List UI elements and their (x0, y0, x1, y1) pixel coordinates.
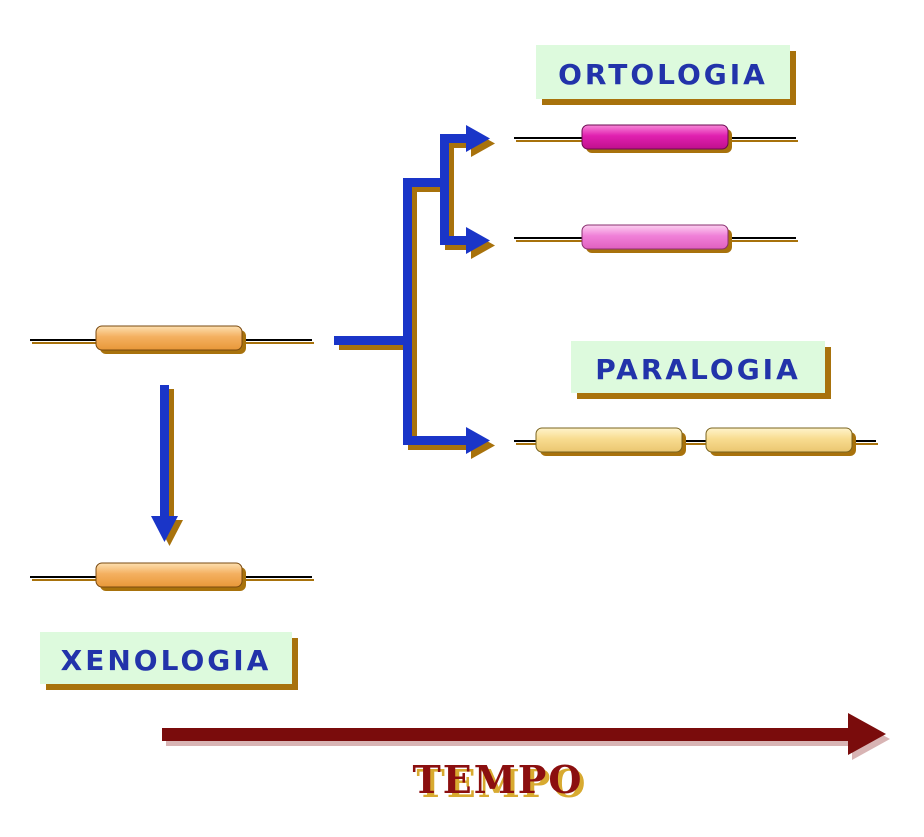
ortholog-2-arrowhead (466, 227, 490, 254)
xenologia-label: XENOLOGIA (40, 632, 298, 690)
xenologia-label-text: XENOLOGIA (61, 644, 272, 677)
xenolog-gene (30, 562, 314, 591)
paralog-arrowhead (466, 427, 490, 454)
ortologia-label: ORTOLOGIA (536, 45, 796, 105)
ancestral-gene-segment (95, 325, 243, 351)
ortholog-gene-1 (514, 124, 798, 153)
ortholog-gene-2-segment (581, 224, 729, 250)
branching-arrows (334, 125, 495, 459)
xenolog-gene-segment (95, 562, 243, 588)
xenology-down-arrow (151, 385, 183, 546)
paralog-gene-2-segment (705, 427, 853, 453)
ortholog-1-arrowhead (466, 125, 490, 152)
paralogia-label-text: PARALOGIA (595, 353, 801, 386)
paralog-gene-1-segment (535, 427, 683, 453)
tempo-label-shadow: TEMPO (417, 761, 588, 806)
tempo-label: TEMPO TEMPO (413, 757, 588, 806)
time-arrow (162, 713, 890, 760)
ortholog-gene-2 (514, 224, 798, 253)
ortholog-gene-1-segment (581, 124, 729, 150)
paralogia-label: PARALOGIA (571, 341, 831, 399)
ancestral-gene (30, 325, 314, 354)
ortologia-label-text: ORTOLOGIA (558, 58, 768, 91)
paralog-genes (514, 427, 878, 456)
tempo-label-text: TEMPO (413, 757, 584, 802)
